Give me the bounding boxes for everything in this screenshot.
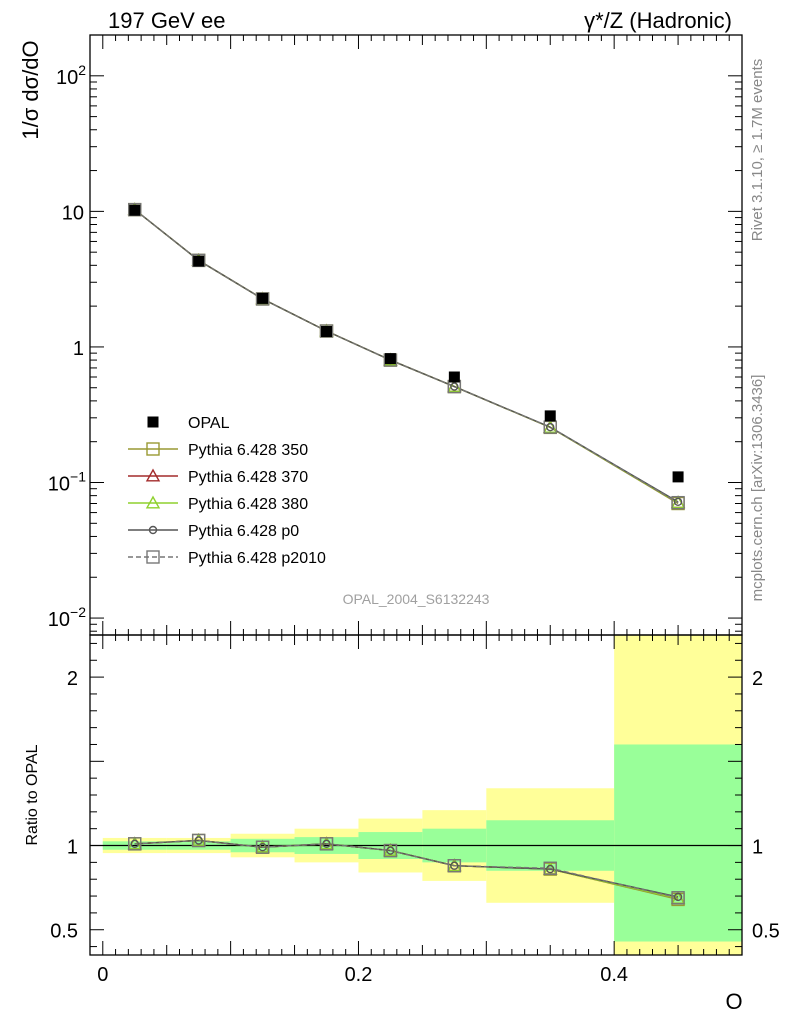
opal-data-point [193, 255, 205, 267]
ratio-y-tick-label-left: 1 [67, 837, 78, 859]
ratio-series-4-point [255, 840, 270, 854]
ratio-series-3-point [194, 836, 203, 845]
ratio-series-3-point [386, 846, 395, 855]
rivet-label: Rivet 3.1.10, ≥ 1.7M events [749, 59, 766, 242]
ratio-series-4-point [128, 837, 142, 851]
main-series-line-3 [134, 209, 679, 503]
legend-marker-2 [145, 468, 161, 482]
ratio-series-4-point [191, 833, 206, 848]
ratio-series-line-4 [134, 839, 679, 899]
ratio-series-3-point [450, 861, 459, 870]
data-points [127, 202, 686, 907]
legend-label-2: Pythia 6.428 370 [188, 469, 308, 486]
main-series-line-0 [134, 209, 679, 505]
main-y-tick-label: 10−2 [48, 604, 86, 631]
main-series-3-point [546, 422, 555, 432]
main-series-4-point [319, 324, 334, 338]
legend-marker-3 [145, 495, 161, 509]
ratio-y-tick-label-right: 1 [752, 837, 763, 859]
main-series-3-point [673, 497, 683, 507]
ratio-y-tick-label-left: 0.5 [50, 921, 78, 943]
mc-series-lines [134, 209, 679, 901]
axis-ticks [90, 34, 743, 955]
legend-marker-5 [146, 550, 160, 564]
x-tick-label: 0 [97, 964, 108, 986]
title-right: γ*/Z (Hadronic) [584, 8, 732, 33]
ratio-series-4-point [543, 861, 557, 875]
opal-data-point [257, 292, 269, 304]
main-y-tick-label: 10 [62, 202, 84, 224]
legend-label-1: Pythia 6.428 350 [188, 442, 308, 459]
ratio-series-4-point [447, 859, 462, 873]
main-y-tick-label: 1 [73, 338, 84, 360]
main-series-3-point [450, 382, 459, 391]
ratio-y-tick-label-right: 2 [752, 668, 763, 690]
tick-labels: 10−2 10−1 1 10 102 0.5 0.5 1 1 2 2 0 0.2 0.4 [48, 62, 780, 986]
opal-data-point [129, 204, 141, 216]
ratio-y-tick-label-right: 0.5 [752, 921, 780, 943]
ratio-series-3-point [546, 864, 555, 874]
main-y-axis-label: 1/σ dσ/dO [18, 40, 43, 139]
legend: OPAL Pythia 6.428 350 Pythia 6.428 370 Pyth… [128, 415, 326, 567]
x-tick-label: 0.2 [345, 964, 373, 986]
mcplots-label: mcplots.cern.ch [arXiv:1306.3436] [749, 375, 766, 602]
ratio-y-tick-label-left: 2 [67, 668, 78, 690]
ratio-series-3-point [673, 892, 683, 902]
legend-marker-1 [146, 442, 160, 456]
ratio-error-bands [102, 635, 742, 955]
watermark: OPAL_2004_S6132243 [343, 591, 490, 607]
legend-label-0: OPAL [188, 415, 230, 432]
ratio-series-4-point [383, 843, 398, 858]
title-left: 197 GeV ee [108, 8, 225, 33]
legend-label-3: Pythia 6.428 380 [188, 496, 308, 513]
ratio-y-axis-label: Ratio to OPAL [24, 744, 41, 845]
main-y-tick-label: 102 [56, 62, 86, 89]
main-y-tick-label: 10−1 [48, 468, 86, 495]
legend-marker-0 [147, 416, 159, 428]
legend-marker-4 [148, 525, 158, 535]
opal-data-point [448, 371, 460, 383]
opal-data-point [672, 471, 684, 483]
opal-data-point [321, 325, 333, 337]
ratio-series-4-point [319, 837, 334, 851]
ratio-series-3-point [258, 843, 267, 852]
ratio-stat-band-7 [614, 744, 742, 942]
main-plot-frame [89, 34, 743, 636]
ratio-series-3-point [130, 839, 139, 849]
x-tick-label: 0.4 [600, 964, 628, 986]
legend-label-5: Pythia 6.428 p2010 [188, 550, 326, 567]
ratio-series-4-point [671, 891, 685, 905]
ratio-series-3-point [322, 839, 331, 849]
main-series-4-point [671, 495, 685, 510]
x-axis-label: O [725, 989, 742, 1014]
opal-data-point [544, 410, 556, 422]
legend-label-4: Pythia 6.428 p0 [188, 523, 299, 540]
opal-data-point [384, 353, 396, 365]
